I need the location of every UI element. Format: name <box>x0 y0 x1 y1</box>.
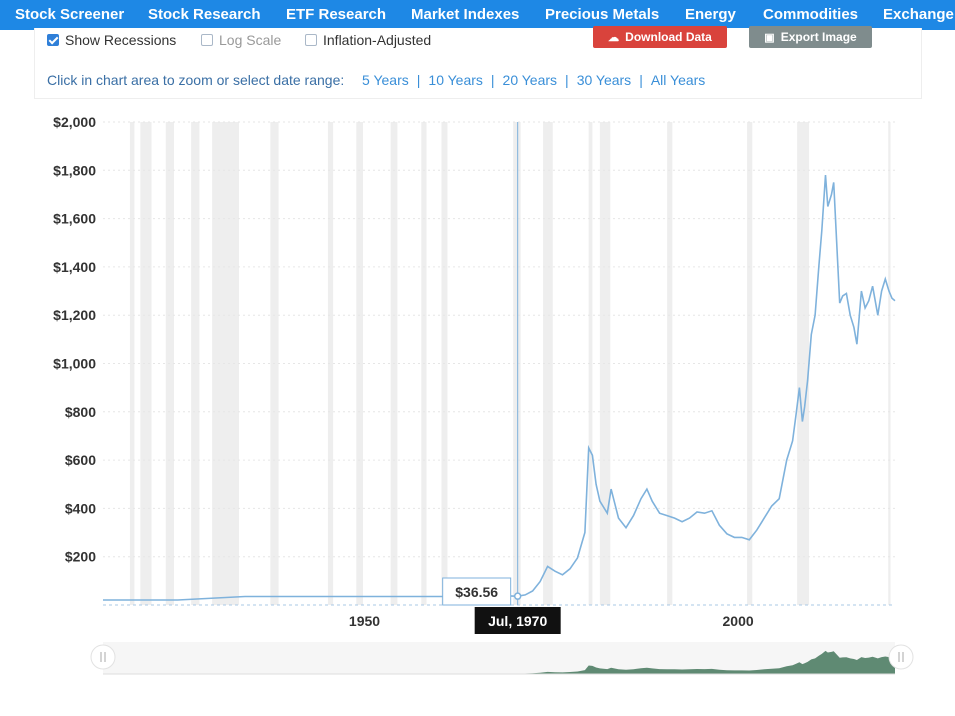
y-tick-label: $200 <box>65 549 96 565</box>
top-navigation-bar: Stock Screener Stock Research ETF Resear… <box>0 0 955 30</box>
recession-band <box>599 122 611 605</box>
nav-commodities[interactable]: Commodities <box>763 6 859 23</box>
nav-stock-research[interactable]: Stock Research <box>148 6 261 23</box>
y-tick-label: $1,200 <box>53 307 96 323</box>
inflation-adjusted-label: Inflation-Adjusted <box>323 32 432 48</box>
zoom-5-years-link[interactable]: 5 Years <box>362 72 409 88</box>
export-image-label: Export Image <box>780 30 857 44</box>
y-tick-label: $800 <box>65 404 96 420</box>
navigator-background <box>103 642 895 674</box>
inflation-adjusted-option[interactable]: Inflation-Adjusted <box>305 32 431 48</box>
zoom-separator: | <box>565 72 569 88</box>
zoom-all-years-link[interactable]: All Years <box>650 72 706 88</box>
show-recessions-option[interactable]: Show Recessions <box>47 32 176 48</box>
zoom-instructions: Click in chart area to zoom or select da… <box>47 72 345 88</box>
y-tick-label: $1,400 <box>53 259 96 275</box>
log-scale-checkbox[interactable] <box>201 34 213 46</box>
y-tick-label: $2,000 <box>53 114 96 130</box>
cloud-download-icon: ☁ <box>608 32 620 44</box>
recession-band <box>140 122 152 605</box>
value-tooltip-box <box>442 577 512 606</box>
y-tick-label: $400 <box>65 500 96 516</box>
zoom-separator: | <box>490 72 495 88</box>
date-tooltip-text: Jul, 1970 <box>488 613 547 629</box>
y-tick-label: $1,000 <box>53 356 96 372</box>
download-data-button[interactable]: ☁ Download Data <box>593 26 727 48</box>
x-tick-label: 2000 <box>723 613 754 629</box>
nav-precious-metals[interactable]: Precious Metals <box>545 6 660 23</box>
gold-price-series-line <box>103 175 896 601</box>
log-scale-label: Log Scale <box>219 32 282 48</box>
show-recessions-label: Show Recessions <box>65 32 177 48</box>
nav-stock-screener[interactable]: Stock Screener <box>15 6 125 23</box>
chart-controls-panel: Show Recessions Log Scale Inflation-Adju… <box>34 26 922 99</box>
recession-band <box>588 122 593 605</box>
nav-etf-research[interactable]: ETF Research <box>286 6 387 23</box>
nav-energy[interactable]: Energy <box>685 6 736 23</box>
image-icon: ▣ <box>764 32 775 44</box>
download-data-label: Download Data <box>625 30 712 44</box>
y-tick-label: $1,600 <box>53 211 96 227</box>
recession-band <box>191 122 200 605</box>
value-tooltip-text: $36.56 <box>455 584 498 600</box>
export-image-button[interactable]: ▣ Export Image <box>749 26 872 48</box>
zoom-range-row: Click in chart area to zoom or select da… <box>47 72 705 88</box>
zoom-20-years-link[interactable]: 20 Years <box>502 72 558 88</box>
y-tick-label: $1,800 <box>53 162 96 178</box>
zoom-separator: | <box>416 72 421 88</box>
recession-band <box>129 122 135 605</box>
show-recessions-checkbox[interactable] <box>47 34 59 46</box>
zoom-10-years-link[interactable]: 10 Years <box>428 72 483 88</box>
y-tick-label: $600 <box>65 452 96 468</box>
navigator-left-handle[interactable] <box>90 644 116 670</box>
log-scale-option[interactable]: Log Scale <box>201 32 281 48</box>
nav-exchange[interactable]: Exchange <box>883 6 954 23</box>
inflation-adjusted-checkbox[interactable] <box>305 34 317 46</box>
nav-market-indexes[interactable]: Market Indexes <box>411 6 520 23</box>
recession-band <box>513 122 521 605</box>
zoom-30-years-link[interactable]: 30 Years <box>576 72 632 88</box>
recession-band <box>327 122 334 605</box>
hover-point <box>513 592 522 600</box>
date-tooltip-box <box>474 607 561 634</box>
x-tick-label: 1950 <box>349 613 380 629</box>
navigator-series-area <box>103 650 895 674</box>
zoom-separator: | <box>639 72 643 88</box>
recession-band <box>543 122 553 605</box>
navigator-right-handle[interactable] <box>888 644 914 670</box>
